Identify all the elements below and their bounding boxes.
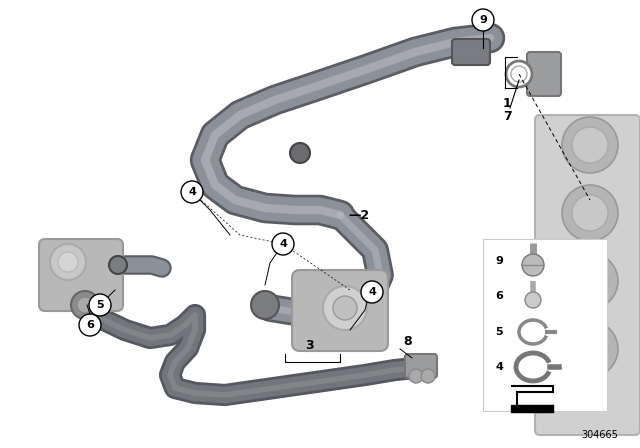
Text: 6: 6 [86, 320, 94, 330]
Text: 5: 5 [495, 327, 502, 337]
Circle shape [290, 143, 310, 163]
Polygon shape [511, 405, 553, 412]
Text: 1: 1 [502, 97, 511, 110]
Circle shape [77, 297, 93, 313]
Circle shape [58, 252, 78, 272]
Circle shape [272, 233, 294, 255]
Circle shape [323, 286, 367, 330]
Circle shape [89, 294, 111, 316]
Circle shape [522, 254, 544, 276]
Circle shape [572, 263, 608, 299]
FancyBboxPatch shape [483, 239, 607, 411]
Text: 304665: 304665 [582, 430, 618, 440]
Circle shape [506, 61, 532, 87]
Text: 4: 4 [495, 362, 503, 372]
Circle shape [562, 253, 618, 309]
Text: —2: —2 [348, 208, 369, 221]
Circle shape [511, 66, 527, 82]
Text: 6: 6 [495, 291, 503, 301]
FancyBboxPatch shape [527, 52, 561, 96]
Circle shape [361, 281, 383, 303]
Circle shape [409, 369, 423, 383]
Circle shape [71, 291, 99, 319]
Text: 4: 4 [188, 187, 196, 197]
Circle shape [572, 331, 608, 367]
FancyBboxPatch shape [535, 115, 640, 435]
Text: 8: 8 [404, 335, 412, 348]
Circle shape [525, 292, 541, 308]
FancyBboxPatch shape [292, 270, 388, 351]
Text: 3: 3 [306, 339, 314, 352]
FancyBboxPatch shape [405, 354, 437, 378]
Text: 7: 7 [504, 110, 513, 123]
Circle shape [572, 195, 608, 231]
Circle shape [421, 369, 435, 383]
Text: 4: 4 [279, 239, 287, 249]
Text: 9: 9 [495, 256, 503, 266]
Text: 9: 9 [479, 15, 487, 25]
FancyBboxPatch shape [39, 239, 123, 311]
Circle shape [50, 244, 86, 280]
Circle shape [251, 291, 279, 319]
Circle shape [572, 127, 608, 163]
Circle shape [181, 181, 203, 203]
Circle shape [562, 185, 618, 241]
Circle shape [562, 321, 618, 377]
FancyBboxPatch shape [452, 39, 490, 65]
Text: 4: 4 [368, 287, 376, 297]
Circle shape [562, 117, 618, 173]
Circle shape [79, 314, 101, 336]
Circle shape [333, 296, 357, 320]
Text: 5: 5 [96, 300, 104, 310]
Circle shape [109, 256, 127, 274]
Circle shape [472, 9, 494, 31]
